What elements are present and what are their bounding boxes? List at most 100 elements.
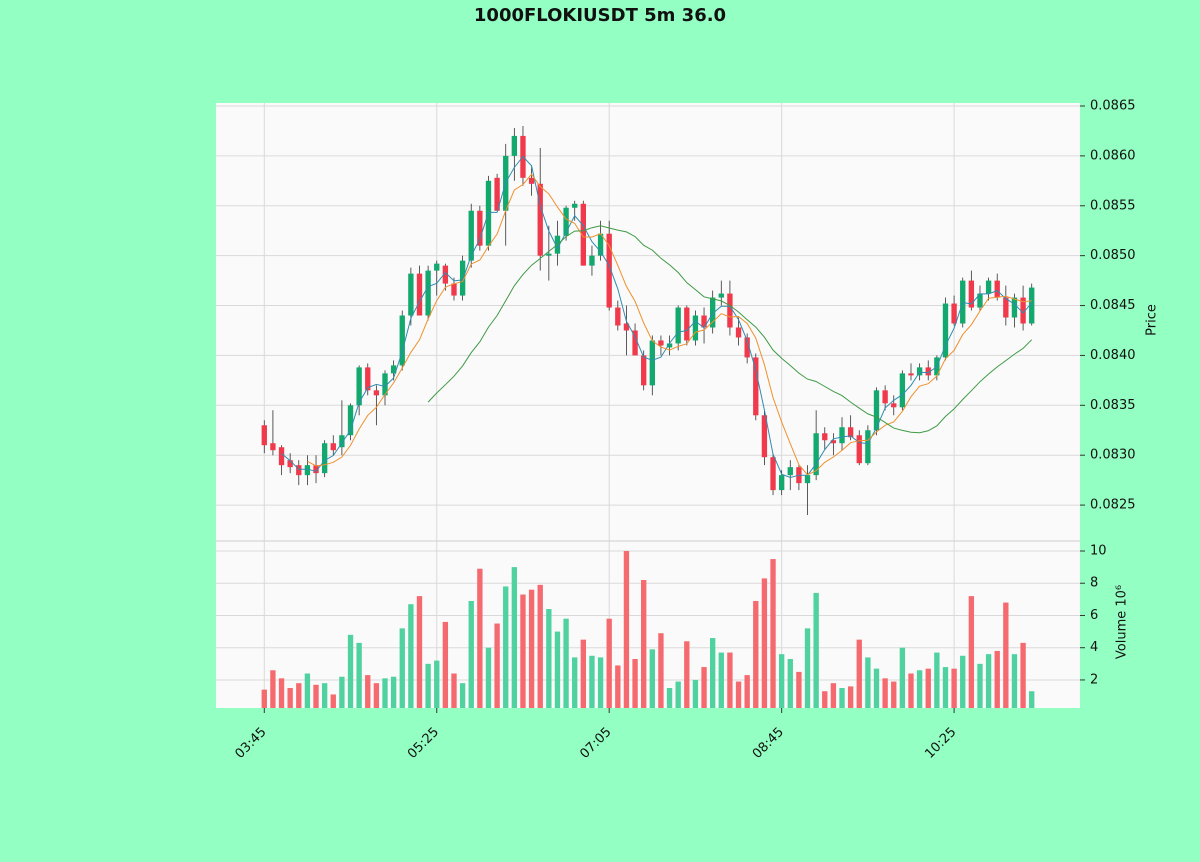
volume-bar — [330, 694, 336, 708]
volume-bar — [580, 639, 587, 708]
y-tick-label: 0.0855 — [1090, 198, 1136, 213]
volume-bar — [770, 559, 776, 708]
volume-bar — [451, 673, 457, 708]
volume-bar — [356, 642, 362, 708]
volume-bar — [546, 609, 552, 708]
candle-body — [641, 355, 647, 386]
volume-bar — [1011, 654, 1018, 708]
volume-bar — [942, 667, 949, 708]
volume-bar — [649, 649, 655, 708]
x-tick-label: 05:25 — [405, 725, 442, 762]
candle-body — [761, 415, 768, 458]
candle-body — [459, 260, 466, 296]
volume-bar — [554, 631, 561, 708]
volume-bar — [658, 633, 664, 708]
volume-bar — [606, 618, 612, 708]
volume-bar — [494, 623, 500, 708]
x-tick-label: 08:45 — [750, 725, 787, 762]
volume-bar — [434, 660, 440, 708]
candle-body — [537, 183, 543, 256]
candle-body — [770, 457, 776, 491]
candle-body — [1011, 297, 1018, 318]
candle-body — [942, 303, 949, 358]
volume-bar — [718, 652, 724, 708]
candle-body — [580, 203, 587, 266]
x-tick-label: 07:05 — [577, 725, 614, 762]
candle-body — [925, 367, 931, 376]
volume-tick-label: 8 — [1090, 576, 1098, 591]
y-tick-label: 0.0830 — [1090, 448, 1136, 463]
volume-bar — [960, 655, 966, 708]
candle-body — [985, 280, 992, 294]
candle-body — [951, 303, 957, 324]
volume-bar — [692, 679, 699, 708]
volume-bar — [856, 639, 862, 708]
candle-body — [442, 265, 449, 284]
volume-tick-label: 4 — [1090, 640, 1098, 655]
x-tick-label: 03:45 — [232, 725, 269, 762]
volume-bar — [416, 596, 423, 708]
volume-bar — [572, 657, 578, 708]
candle-body — [692, 315, 699, 341]
volume-bar — [477, 568, 483, 708]
candle-body — [658, 340, 664, 346]
candle-body — [494, 177, 500, 211]
candle-body — [451, 283, 457, 296]
volume-bar — [761, 578, 768, 708]
y-tick-label: 0.0835 — [1090, 398, 1136, 413]
volume-bar — [408, 604, 414, 708]
volume-bar — [528, 589, 535, 708]
volume-bar — [339, 676, 345, 708]
candle-body — [399, 315, 405, 366]
chart-title: 1000FLOKIUSDT 5m 36.0 — [474, 5, 726, 26]
volume-bar — [1029, 691, 1035, 708]
candle-body — [675, 307, 681, 344]
candle-body — [753, 357, 759, 416]
candle-body — [882, 390, 888, 404]
volume-bar — [304, 673, 311, 708]
candle-body — [891, 403, 897, 408]
volume-bar — [925, 668, 931, 708]
volume-bar — [804, 628, 811, 708]
candle-body — [390, 365, 397, 374]
candle-body — [666, 343, 673, 348]
candle-body — [296, 465, 302, 476]
candle-body — [321, 443, 328, 474]
candle-body — [709, 297, 716, 328]
volume-bar — [373, 683, 380, 708]
candle-body — [365, 367, 371, 391]
volume-bar — [287, 688, 293, 708]
volume-bar — [632, 658, 638, 708]
volume-bar — [313, 684, 319, 708]
volume-bar — [563, 618, 569, 708]
candle-body — [408, 273, 414, 316]
volume-bar — [459, 683, 466, 708]
candle-body — [822, 433, 828, 441]
volume-bar — [589, 655, 595, 708]
volume-tick-label: 6 — [1090, 608, 1098, 623]
candle-body — [787, 467, 793, 476]
volume-bar — [891, 681, 897, 708]
candle-body — [718, 293, 724, 298]
volume-tick-label: 2 — [1090, 672, 1098, 687]
candle-body — [701, 315, 707, 328]
volume-bar — [778, 654, 785, 708]
candle-body — [511, 135, 518, 156]
volume-bar — [908, 673, 914, 708]
volume-bar — [365, 675, 371, 708]
volume-bar — [399, 628, 405, 708]
y-tick-label: 0.0865 — [1090, 98, 1136, 113]
y-tick-label: 0.0850 — [1090, 248, 1136, 263]
volume-bar — [382, 678, 388, 708]
candle-body — [968, 280, 975, 308]
candle-body — [632, 330, 638, 356]
volume-bar — [977, 663, 983, 708]
candle-body — [916, 367, 923, 376]
candle-body — [839, 427, 845, 444]
candle-body — [339, 435, 345, 448]
candle-body — [347, 405, 354, 436]
volume-bar — [511, 567, 518, 708]
volume-bar — [787, 658, 793, 708]
